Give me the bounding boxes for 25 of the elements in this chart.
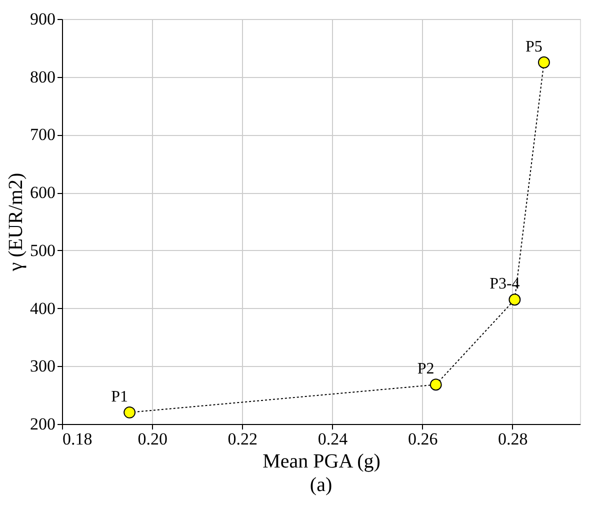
y-tick-label: 600: [30, 183, 56, 202]
y-tick-label: 700: [30, 125, 56, 144]
point: [538, 56, 550, 68]
x-tick-label: 0.20: [138, 430, 168, 448]
point: [430, 378, 442, 391]
x-tick-label: 0.22: [228, 430, 258, 448]
annotation: P3-4: [490, 276, 520, 293]
annotation: P2: [417, 360, 434, 378]
y-tick-label: 900: [30, 10, 56, 28]
y-tick-label: 500: [30, 240, 56, 260]
y-tick-label: 200: [30, 414, 56, 434]
point: [508, 294, 521, 306]
x-tick-label: 0.28: [498, 430, 528, 448]
x-axis-title: Mean PGA (g): [262, 450, 380, 472]
text: (a): [310, 474, 332, 496]
annotation: P5: [526, 38, 542, 56]
annotation: P1: [111, 388, 128, 406]
y-axis-title: γ (EUR/m2): [5, 172, 27, 272]
point: [124, 406, 136, 418]
x-tick-label: 0.26: [408, 430, 438, 448]
x-tick-label: 0.18: [62, 430, 92, 448]
x-tick-label: 0.24: [318, 430, 348, 448]
y-tick-label: 400: [30, 298, 56, 318]
y-tick-label: 800: [30, 67, 56, 86]
y-tick-label: 300: [30, 356, 56, 376]
